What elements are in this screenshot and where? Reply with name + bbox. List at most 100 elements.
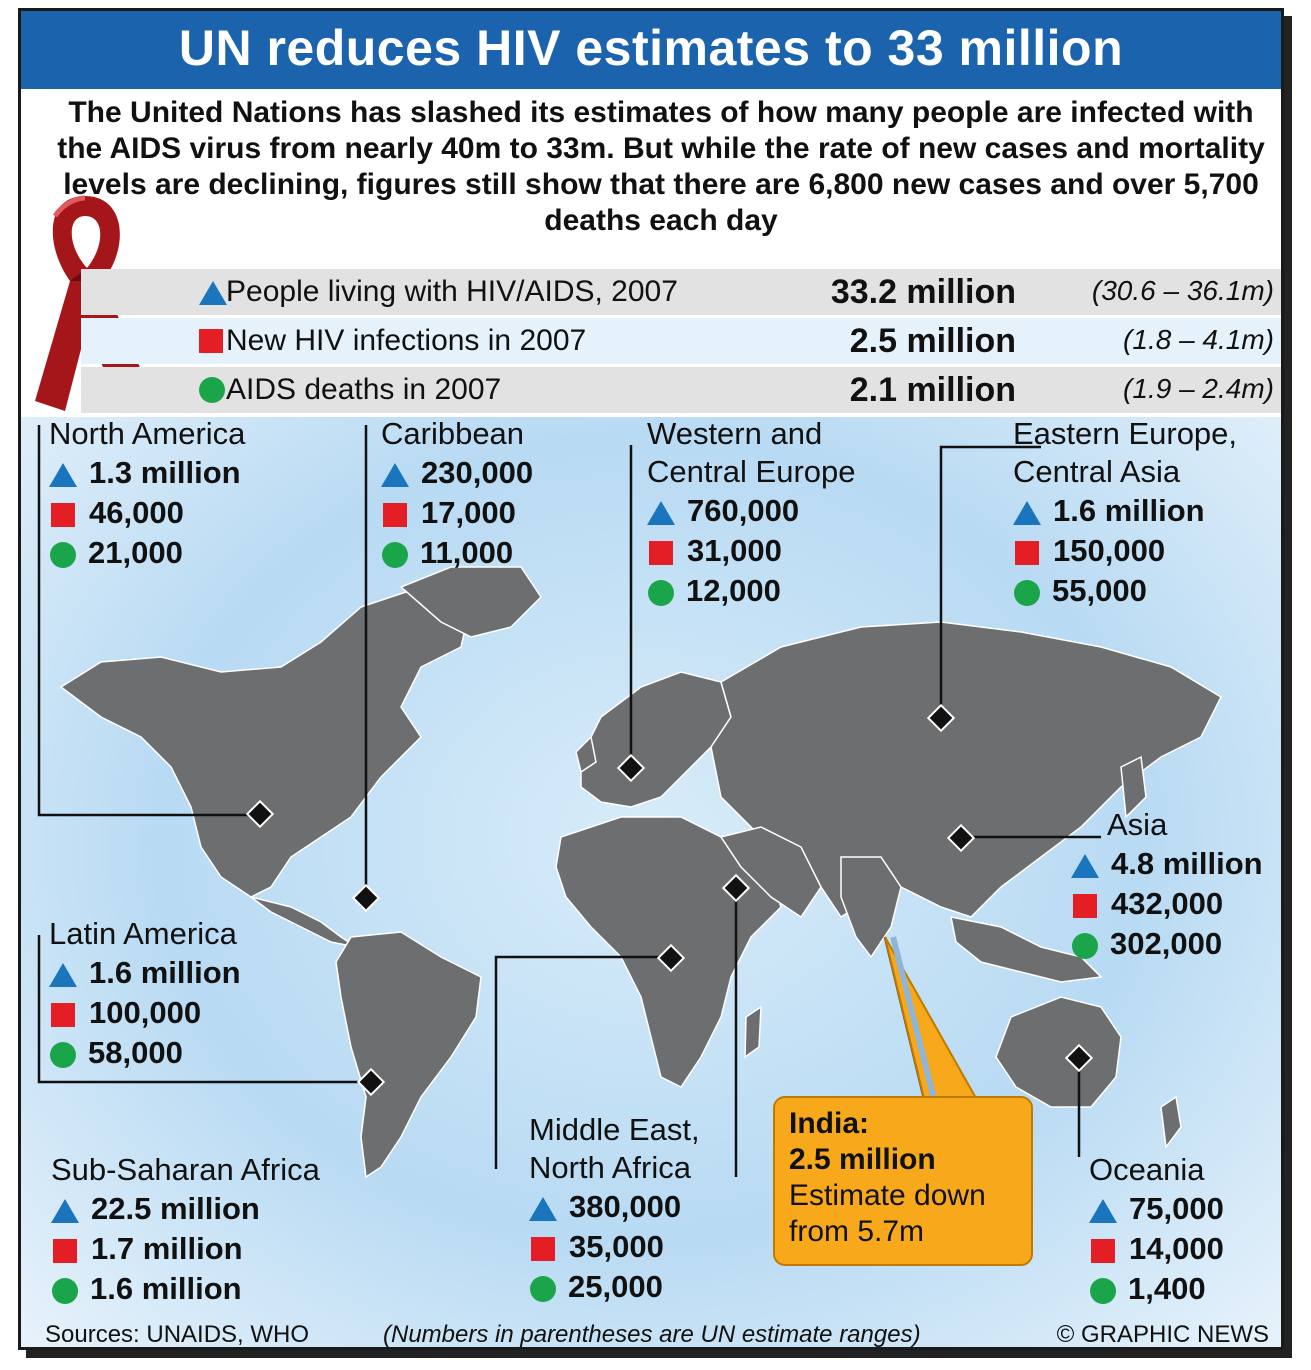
map-australia: [995, 996, 1122, 1108]
stat-deaths: 25,000: [529, 1267, 700, 1307]
stat-deaths: 11,000: [381, 533, 533, 573]
region-name: North Africa: [529, 1150, 691, 1185]
region-name: Middle East,: [529, 1112, 700, 1147]
stat-deaths: 1.6 million: [51, 1269, 320, 1309]
infographic-frame: UN reduces HIV estimates to 33 million T…: [18, 8, 1284, 1350]
circle-icon: [199, 377, 225, 408]
region-name: Latin America: [49, 916, 237, 951]
summary-value: 2.1 million: [849, 371, 1016, 409]
stat-living: 380,000: [529, 1187, 700, 1227]
circle-icon: [648, 579, 674, 606]
square-icon: [1091, 1238, 1115, 1263]
region-name: Asia: [1107, 807, 1168, 842]
square-icon: [199, 329, 223, 358]
region-name: Western and: [647, 416, 823, 451]
triangle-icon: [51, 1198, 79, 1223]
region-name: Eastern Europe,: [1013, 416, 1238, 451]
map-russia-asia: [710, 621, 1222, 919]
map-south-america: [335, 931, 482, 1179]
india-title: India:: [789, 1107, 869, 1140]
square-icon: [53, 1238, 77, 1263]
stat-new: 46,000: [49, 493, 245, 533]
square-icon: [531, 1236, 555, 1261]
india-callout: India: 2.5 million Estimate down from 5.…: [773, 1096, 1033, 1266]
india-note-line1: Estimate down: [789, 1179, 986, 1212]
stat-living: 1.6 million: [49, 953, 241, 993]
summary-row-deaths: AIDS deaths in 2007 2.1 million (1.9 – 2…: [81, 367, 1281, 413]
stat-living: 75,000: [1089, 1189, 1224, 1229]
region-middle-east-north-africa: Middle East, North Africa 380,000 35,000…: [529, 1111, 700, 1307]
square-icon: [51, 502, 75, 527]
region-oceania: Oceania 75,000 14,000 1,400: [1089, 1151, 1224, 1309]
stat-new: 17,000: [381, 493, 533, 533]
triangle-icon: [529, 1196, 557, 1221]
stat-new: 14,000: [1089, 1229, 1224, 1269]
india-value: 2.5 million: [789, 1143, 936, 1176]
circle-icon: [1072, 932, 1098, 959]
summary-label: New HIV infections in 2007: [226, 324, 587, 357]
triangle-icon: [1071, 853, 1099, 878]
summary-range: (1.8 – 4.1m): [1123, 324, 1274, 355]
map-japan: [1120, 755, 1147, 819]
footer-note: (Numbers in parentheses are UN estimate …: [383, 1321, 921, 1348]
region-name: Central Asia: [1013, 454, 1181, 489]
region-asia: Asia 4.8 million 432,000 302,000: [1071, 806, 1263, 964]
circle-icon: [382, 541, 408, 568]
region-sub-saharan-africa: Sub-Saharan Africa 22.5 million 1.7 mill…: [51, 1151, 320, 1309]
summary-value: 2.5 million: [849, 322, 1016, 360]
triangle-icon: [49, 462, 77, 487]
circle-icon: [1090, 1277, 1116, 1304]
stat-new: 432,000: [1071, 884, 1263, 924]
page-title: UN reduces HIV estimates to 33 million: [178, 20, 1124, 76]
map-europe: [580, 671, 732, 808]
stat-deaths: 58,000: [49, 1033, 241, 1073]
stat-living: 4.8 million: [1071, 844, 1263, 884]
summary-range: (1.9 – 2.4m): [1123, 373, 1274, 404]
triangle-icon: [381, 462, 409, 487]
stat-living: 1.3 million: [49, 453, 245, 493]
region-name: North America: [49, 416, 246, 451]
map-india: [840, 856, 902, 959]
world-map-area: [21, 417, 1281, 1347]
circle-icon: [50, 541, 76, 568]
stat-deaths: 21,000: [49, 533, 245, 573]
intro-text: The United Nations has slashed its estim…: [57, 96, 1265, 237]
region-eastern-europe-central-asia: Eastern Europe, Central Asia 1.6 million…: [1013, 415, 1237, 611]
triangle-icon: [1013, 500, 1041, 525]
triangle-icon: [49, 962, 77, 987]
summary-row-new: New HIV infections in 2007 2.5 million (…: [81, 318, 1281, 364]
circle-icon: [530, 1275, 556, 1302]
region-latin-america: Latin America 1.6 million 100,000 58,000: [49, 915, 241, 1073]
region-caribbean: Caribbean 230,000 17,000 11,000: [381, 415, 533, 573]
footer-credit: © GRAPHIC NEWS: [1056, 1321, 1269, 1348]
triangle-icon: [1089, 1198, 1117, 1223]
triangle-icon: [199, 281, 227, 310]
summary-value: 33.2 million: [830, 273, 1016, 311]
map-uk: [575, 735, 597, 774]
map-north-america: [59, 586, 472, 898]
stat-deaths: 302,000: [1071, 924, 1263, 964]
region-western-central-europe: Western and Central Europe 760,000 31,00…: [647, 415, 856, 611]
stat-new: 1.7 million: [51, 1229, 320, 1269]
square-icon: [51, 1002, 75, 1027]
stat-new: 150,000: [1013, 531, 1237, 571]
circle-icon: [52, 1277, 78, 1304]
circle-icon: [50, 1041, 76, 1068]
square-icon: [1015, 540, 1039, 565]
map-central-america: [250, 896, 357, 948]
region-name: Caribbean: [381, 416, 525, 451]
square-icon: [383, 502, 407, 527]
stat-new: 31,000: [647, 531, 856, 571]
square-icon: [1073, 893, 1097, 918]
summary-row-living: People living with HIV/AIDS, 2007 33.2 m…: [81, 269, 1281, 315]
map-southeast-asia: [950, 916, 1103, 983]
stat-deaths: 1,400: [1089, 1269, 1224, 1309]
map-madagascar: [744, 1005, 762, 1059]
stat-living: 760,000: [647, 491, 856, 531]
map-greenland: [399, 566, 542, 638]
world-map: [37, 425, 1222, 1179]
region-name: Central Europe: [647, 454, 856, 489]
map-new-zealand: [1160, 1095, 1182, 1149]
region-north-america: North America 1.3 million 46,000 21,000: [49, 415, 245, 573]
title-bar: UN reduces HIV estimates to 33 million: [21, 11, 1281, 89]
